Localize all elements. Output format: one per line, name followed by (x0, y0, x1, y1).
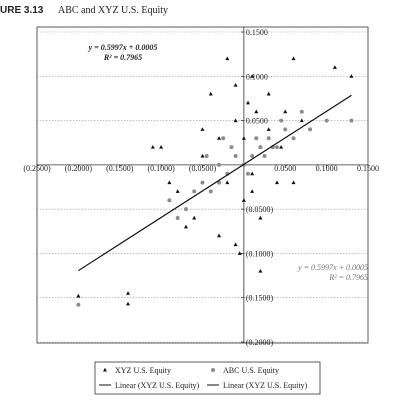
figure-label: URE 3.13 (0, 5, 44, 16)
circle-point (258, 145, 263, 150)
triangle-point (291, 180, 296, 185)
x-tick-label: 0.1500 (357, 164, 379, 173)
triangle-point (283, 109, 288, 114)
triangle-point (200, 153, 205, 158)
circle-point (274, 145, 279, 150)
x-tick-label: (0.2000) (65, 164, 93, 173)
y-tick-label: 0.1500 (246, 28, 268, 37)
circle-point (76, 302, 81, 307)
chart-title: ABC and XYZ U.S. Equity (58, 5, 168, 16)
triangle-point (291, 56, 296, 61)
circle-point (349, 118, 354, 123)
triangle-point (225, 56, 230, 61)
triangle-point (103, 367, 107, 372)
triangle-point (192, 215, 197, 220)
circle-point (266, 136, 271, 141)
circle-point (324, 118, 329, 123)
x-tick-label: (0.1000) (147, 164, 175, 173)
circle-point (283, 127, 288, 132)
circle-point (221, 136, 226, 141)
y-tick-label: 0.0500 (246, 117, 268, 126)
plot-frame (36, 26, 369, 344)
triangle-point (208, 91, 213, 96)
circle-point (299, 109, 304, 114)
trend-line (78, 94, 352, 272)
y-tick-label: (0.1500) (246, 294, 274, 303)
triangle-point (76, 293, 81, 298)
triangle-point (250, 189, 255, 193)
triangle-point (266, 127, 271, 131)
triangle-point (200, 127, 205, 131)
circle-point (250, 154, 255, 158)
triangle-point (126, 291, 131, 295)
circle-point (254, 136, 259, 141)
y-tick-label: (0.2000) (246, 338, 274, 347)
triangle-point (258, 268, 263, 273)
circle-point (167, 198, 172, 203)
circle-point (208, 189, 213, 194)
circle-point (211, 368, 215, 372)
triangle-point (126, 301, 131, 306)
triangle-point (167, 180, 172, 185)
circle-point (229, 145, 234, 150)
triangle-point (183, 224, 188, 229)
annotation: y = 0.5997x + 0.0005 (88, 43, 158, 52)
circle-point (246, 171, 251, 176)
circle-point (262, 154, 267, 158)
circle-point (217, 162, 222, 167)
legend-label: XYZ U.S. Equity (115, 366, 171, 375)
triangle-point (217, 136, 222, 140)
triangle-point (233, 82, 238, 87)
legend-box (94, 361, 321, 395)
triangle-point (250, 74, 255, 78)
circle-point (200, 180, 205, 185)
circle-point (308, 127, 313, 132)
circle-point (217, 180, 222, 185)
triangle-point (233, 242, 238, 247)
triangle-point (266, 91, 271, 96)
triangle-point (332, 65, 337, 69)
y-tick-label: (0.0500) (246, 205, 274, 214)
x-tick-label: 0.1000 (316, 164, 338, 173)
triangle-point (349, 74, 354, 78)
triangle-point (274, 180, 279, 185)
triangle-point (150, 144, 155, 149)
y-tick-label: (0.1000) (246, 249, 274, 258)
circle-point (192, 189, 197, 194)
triangle-point (241, 136, 246, 140)
triangle-point (258, 215, 263, 220)
triangle-point (250, 171, 255, 176)
x-tick-label: 0.0500 (274, 164, 296, 173)
circle-point (233, 154, 238, 158)
legend-label: Linear (XYZ U.S. Equity) (115, 381, 200, 390)
circle-point (204, 154, 209, 158)
triangle-point (159, 144, 164, 149)
circle-point (183, 207, 188, 212)
x-tick-label: (0.2500) (23, 164, 51, 173)
annotation: R² = 0.7965 (328, 273, 368, 282)
triangle-point (254, 109, 259, 114)
x-tick-label: (0.0500) (189, 164, 217, 173)
triangle-point (279, 144, 284, 149)
annotation: y = 0.5997x + 0.0005 (297, 263, 368, 272)
annotation: R² = 0.7965 (103, 53, 142, 62)
circle-point (175, 216, 180, 220)
legend-label: ABC U.S. Equity (223, 366, 279, 375)
x-tick-label: (0.1500) (106, 164, 134, 173)
triangle-point (225, 180, 230, 185)
circle-point (279, 118, 284, 123)
triangle-point (175, 189, 180, 193)
circle-point (291, 136, 296, 141)
triangle-point (299, 118, 304, 123)
triangle-point (233, 118, 238, 123)
triangle-point (237, 251, 242, 255)
triangle-point (246, 100, 251, 105)
triangle-point (241, 198, 246, 202)
legend-label: Linear (XYZ U.S. Equity) (223, 381, 308, 390)
y-tick-label: 0.1000 (246, 72, 268, 81)
triangle-point (217, 233, 222, 238)
